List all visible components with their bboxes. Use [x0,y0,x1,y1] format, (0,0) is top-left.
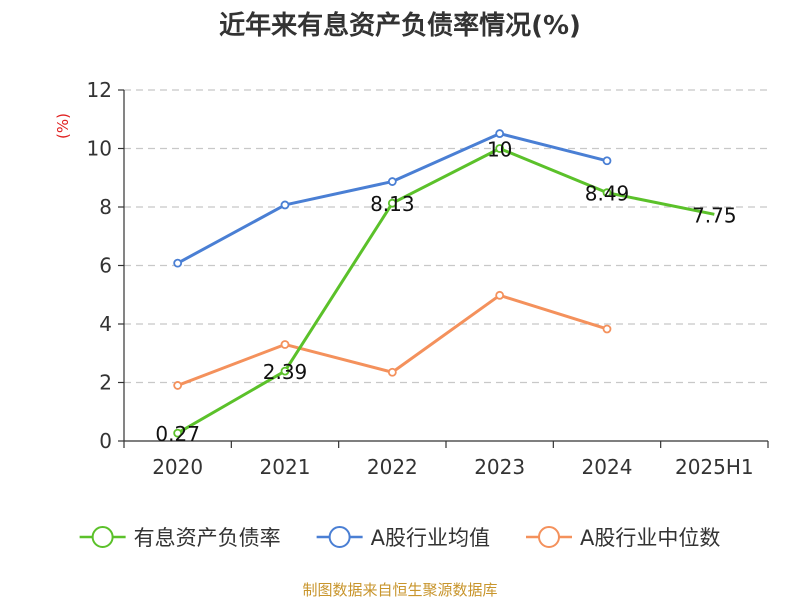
x-tick-label: 2023 [474,455,525,479]
x-tick-label: 2024 [582,455,633,479]
data-point [495,290,505,300]
series-2 [173,290,612,390]
data-labels: 0.27 2.39 8.13 10 8.49 7.75 [155,138,736,447]
y-tick-label: 8 [99,195,112,219]
series-0 [173,144,715,438]
data-point [173,428,183,438]
data-label: 8.13 [370,192,415,216]
data-point [602,324,612,334]
x-tick-label: 2021 [260,455,311,479]
legend-label: A股行业中位数 [580,526,720,550]
data-label: 10 [487,138,512,162]
data-point [173,381,183,390]
x-tick-label: 2022 [367,455,418,479]
x-tick-label: 2025H1 [675,455,754,479]
series-1 [173,129,612,268]
data-point [387,177,397,186]
data-point [280,366,290,376]
data-point [280,340,290,349]
legend-marker [538,526,560,548]
data-point [173,258,183,268]
data-point [495,129,505,138]
x-tick-label: 2020 [152,455,203,479]
y-tick-label: 4 [99,312,112,336]
data-point [280,200,290,210]
data-label: 7.75 [692,203,737,227]
data-label: 8.49 [585,182,630,206]
y-tick-label: 6 [99,254,112,278]
data-label: 2.39 [263,360,308,384]
legend-marker [328,526,351,548]
y-tick-label: 12 [87,78,112,102]
legend[interactable]: 有息资产负债率 A股行业均值 A股行业中位数 [79,526,721,550]
legend-label: 有息资产负债率 [134,526,281,550]
chart-title: 近年来有息资产负债率情况(%) [219,10,581,41]
legend-label: A股行业均值 [371,526,490,550]
legend-item-1[interactable]: A股行业均值 [316,526,490,550]
data-point [602,188,612,198]
data-point [387,198,397,208]
series-layer [173,129,715,438]
axes: 0 2 4 6 8 10 12 2020 2021 2022 2023 2024 2025H1 [87,78,769,479]
legend-item-0[interactable]: 有息资产负债率 [79,526,281,550]
y-tick-label: 2 [99,371,112,395]
data-label: 0.27 [155,422,200,446]
series-line [176,147,715,435]
data-point [602,156,612,166]
legend-item-2[interactable]: A股行业中位数 [526,526,720,550]
data-point [387,367,397,377]
y-tick-label: 10 [87,137,112,161]
y-axis-unit-label: (%) [54,113,72,139]
data-point [495,144,505,153]
y-tick-label: 0 [99,429,112,453]
grid [124,89,768,384]
data-source-note: 制图数据来自恒生聚源数据库 [302,581,497,599]
legend-marker [91,526,114,548]
